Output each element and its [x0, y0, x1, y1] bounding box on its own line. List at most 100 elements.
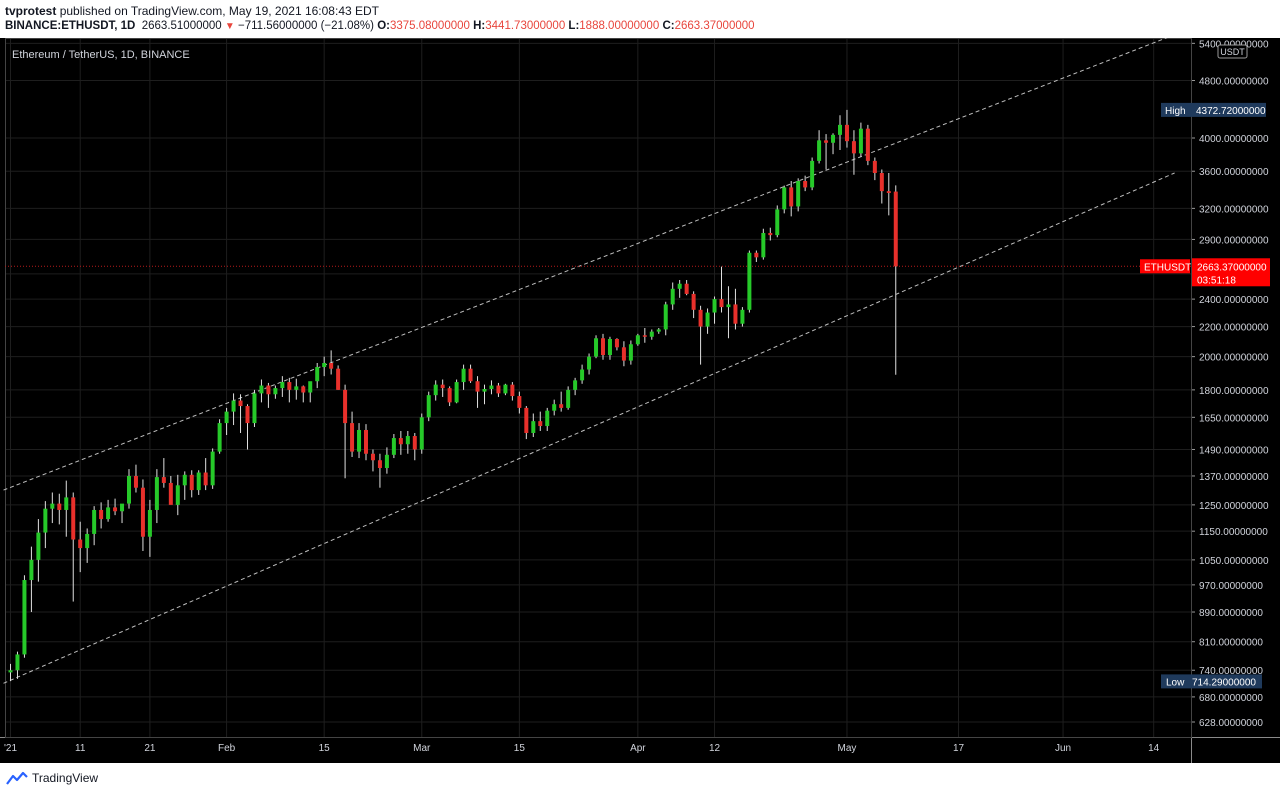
candle-body [782, 187, 787, 210]
candle-body [824, 140, 829, 143]
candle [370, 449, 375, 472]
candle-body [775, 209, 780, 236]
high-value: 3441.73000000 [485, 20, 566, 32]
candle [601, 333, 605, 360]
candle [607, 336, 612, 360]
symbol-tag [1140, 259, 1190, 274]
candle-body [245, 406, 250, 424]
candle [893, 185, 898, 375]
candle-body [440, 384, 445, 389]
price-chart[interactable]: 5400.000000004800.000000004000.000000003… [0, 38, 1280, 763]
candle-body [566, 389, 571, 408]
candle [210, 448, 215, 489]
candle-body [803, 181, 808, 188]
candle [587, 353, 592, 375]
candle-body [447, 388, 452, 403]
candle [245, 404, 250, 450]
candle-body [336, 368, 341, 390]
candle [594, 335, 599, 359]
candle-body [768, 232, 773, 236]
plot-border [5, 38, 1192, 738]
candle [663, 301, 668, 336]
candle [782, 185, 787, 214]
candle [224, 407, 229, 436]
candle-body [377, 460, 382, 469]
candle [336, 365, 341, 390]
candle [36, 519, 41, 582]
y-tick-label: 4800.00000000 [1199, 76, 1269, 87]
candle [350, 411, 355, 457]
candle [92, 506, 97, 546]
candle-body [510, 384, 515, 397]
low-value: 714.29000000 [1192, 677, 1256, 688]
candle [161, 458, 166, 488]
candle [677, 280, 682, 298]
chart-panel[interactable]: 5400.000000004800.000000004000.000000003… [0, 38, 1280, 763]
candle-body [872, 160, 877, 173]
candle-body [322, 363, 327, 368]
y-tick-label: 3600.00000000 [1199, 167, 1269, 178]
x-tick-label: 21 [144, 743, 156, 754]
candle-body [50, 503, 55, 509]
candle [419, 413, 424, 454]
candle [377, 453, 382, 488]
candle-body [517, 396, 522, 408]
y-tick-label: 1150.00000000 [1199, 527, 1268, 538]
y-tick-label: 1250.00000000 [1199, 501, 1269, 512]
candle [57, 493, 62, 525]
candle-body [754, 252, 759, 258]
candle-body [259, 385, 264, 394]
candle-body [350, 423, 355, 452]
candle [844, 109, 849, 148]
candle-body [405, 436, 410, 445]
candle-body [635, 335, 640, 345]
candle-body [36, 532, 41, 560]
candle [879, 169, 884, 204]
candle-body [698, 309, 703, 327]
candle-body [482, 388, 487, 392]
x-tick-label: Mar [413, 743, 431, 754]
candle-body [343, 389, 348, 424]
candle [733, 288, 738, 330]
candle [886, 172, 891, 216]
chart-background [0, 38, 1280, 763]
y-tick-label: 890.00000000 [1199, 608, 1263, 619]
candle-body [161, 477, 166, 483]
low-value: 1888.00000000 [579, 20, 660, 32]
low-tag [1161, 674, 1262, 689]
candle-body [154, 477, 159, 510]
candle-body [601, 338, 605, 356]
candle [649, 329, 654, 340]
published-text: published on TradingView.com, May 19, 20… [59, 4, 379, 18]
candle [294, 378, 299, 400]
publisher-name: tvprotest [5, 4, 57, 18]
x-tick-label: Apr [630, 743, 646, 754]
candle [454, 379, 459, 404]
candle-body [8, 670, 13, 673]
candle [698, 305, 703, 365]
low-label: L: [568, 20, 580, 32]
candle [851, 130, 856, 175]
candle-body [203, 472, 208, 486]
candle [768, 227, 773, 241]
candle-body [831, 134, 836, 143]
candle-body [489, 385, 494, 389]
candle-body [461, 368, 466, 383]
currency-label: USDT [1220, 47, 1245, 57]
candle [872, 157, 877, 181]
candle-body [545, 410, 550, 427]
candle-body [182, 474, 187, 486]
candle [280, 376, 285, 397]
high-tag [1161, 102, 1266, 117]
candle-body [705, 312, 710, 327]
candle [85, 528, 90, 563]
candle [559, 391, 564, 412]
candle [817, 130, 822, 164]
candle [217, 419, 222, 454]
candle-body [670, 288, 675, 305]
tradingview-brand[interactable]: TradingView [6, 771, 98, 785]
candle-body [538, 421, 543, 427]
candle [684, 280, 689, 296]
candle [78, 521, 83, 573]
candle [391, 433, 396, 459]
